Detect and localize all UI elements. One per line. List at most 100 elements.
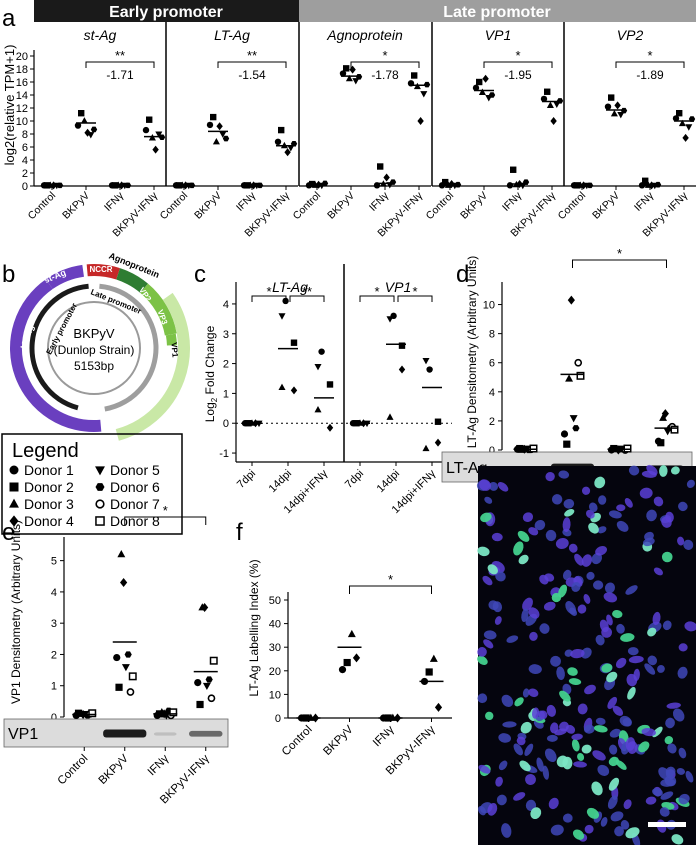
- data-point: [194, 679, 202, 687]
- blot-band: [189, 730, 223, 737]
- data-point: [544, 88, 551, 95]
- nucleus: [585, 509, 595, 519]
- fold-change-label: -1.71: [106, 68, 134, 82]
- data-point: [563, 440, 571, 448]
- data-point: [74, 122, 82, 129]
- nucleus: [498, 760, 508, 771]
- nucleus: [586, 571, 595, 580]
- nucleus: [684, 621, 696, 632]
- data-point: [610, 110, 618, 117]
- nucleus: [483, 639, 494, 649]
- early-promoter-label: Early promoter: [109, 4, 223, 21]
- x-tick-label: 7dpi: [343, 468, 366, 491]
- data-point: [212, 137, 220, 145]
- nucleus: [598, 495, 607, 505]
- subplot-title: VP1: [385, 279, 411, 295]
- data-point: [398, 342, 406, 349]
- data-point: [642, 177, 649, 184]
- data-point: [383, 173, 390, 182]
- nucleus: [609, 744, 618, 755]
- data-point: [78, 110, 85, 117]
- nucleus: [620, 633, 635, 642]
- x-tick-label: Control: [556, 190, 588, 222]
- data-point: [146, 116, 153, 123]
- data-point: [422, 444, 430, 452]
- legend-box: [1, 433, 183, 535]
- nucleus: [665, 717, 675, 729]
- data-point: [661, 409, 669, 419]
- y-tick-label: 4: [51, 587, 57, 599]
- nucleus: [597, 526, 607, 534]
- nucleus: [625, 827, 640, 839]
- nucleus: [646, 509, 657, 522]
- nucleus: [659, 465, 668, 477]
- x-tick-label: Control: [158, 190, 190, 222]
- nucleus: [519, 760, 531, 772]
- nucleus: [497, 481, 509, 492]
- data-point: [169, 708, 178, 717]
- nucleus: [676, 768, 686, 775]
- map-center-line-3: 5153bp: [74, 359, 114, 373]
- data-point: [560, 430, 569, 438]
- data-point: [569, 415, 578, 423]
- nucleus: [659, 807, 670, 817]
- map-arc-agno: [116, 268, 148, 293]
- nucleus: [678, 501, 688, 512]
- significance-label: *: [515, 48, 520, 63]
- data-point: [126, 688, 135, 696]
- legend-title: Legend: [12, 440, 79, 462]
- y-tick-label: 30: [269, 642, 281, 654]
- data-point: [352, 653, 361, 663]
- map-center-line-2: (Dunlop Strain): [54, 343, 135, 357]
- nucleus: [661, 551, 673, 563]
- map-lt-ag-connector: [31, 281, 47, 299]
- nucleus: [584, 824, 594, 834]
- x-tick-label: IFNγ: [102, 189, 127, 214]
- y-tick-label: 4: [489, 387, 495, 399]
- nucleus: [550, 655, 562, 667]
- x-tick-label: BKPyV: [192, 190, 224, 222]
- nucleus: [619, 715, 632, 727]
- nucleus: [577, 753, 585, 761]
- significance-label: *: [617, 246, 622, 261]
- nucleus: [601, 663, 613, 673]
- data-point: [614, 101, 621, 110]
- microscopy-nuclei: [476, 464, 696, 845]
- nucleus: [521, 608, 529, 623]
- y-tick-label: 4: [22, 155, 28, 167]
- nucleus: [506, 635, 519, 643]
- data-point: [290, 386, 298, 395]
- nucleus: [492, 601, 503, 613]
- data-point: [201, 603, 209, 613]
- nucleus: [652, 611, 661, 626]
- nucleus: [614, 826, 624, 837]
- nucleus: [501, 694, 514, 707]
- nucleus: [612, 609, 623, 619]
- map-ring-early: [29, 283, 89, 411]
- early-promoter-banner: [34, 0, 299, 22]
- nucleus: [545, 471, 555, 482]
- nucleus: [606, 614, 613, 626]
- x-tick-label: 14dpi: [267, 468, 295, 496]
- data-point: [219, 131, 227, 138]
- nucleus: [581, 647, 592, 659]
- nucleus: [568, 678, 582, 685]
- nucleus: [595, 634, 605, 646]
- data-point: [207, 694, 216, 703]
- map-arc-nccr: [86, 264, 120, 280]
- nucleus: [555, 537, 569, 549]
- nucleus: [683, 539, 694, 550]
- data-point: [672, 115, 680, 122]
- y-tick-label: 14: [16, 90, 28, 102]
- nucleus: [671, 834, 684, 845]
- data-point: [678, 119, 686, 127]
- significance-label: *: [382, 48, 387, 63]
- nucleus: [653, 496, 664, 507]
- map-arc-vp1: [115, 292, 190, 441]
- nucleus: [609, 728, 622, 738]
- nucleus: [625, 737, 636, 751]
- legend-label: Donor 5: [110, 462, 160, 478]
